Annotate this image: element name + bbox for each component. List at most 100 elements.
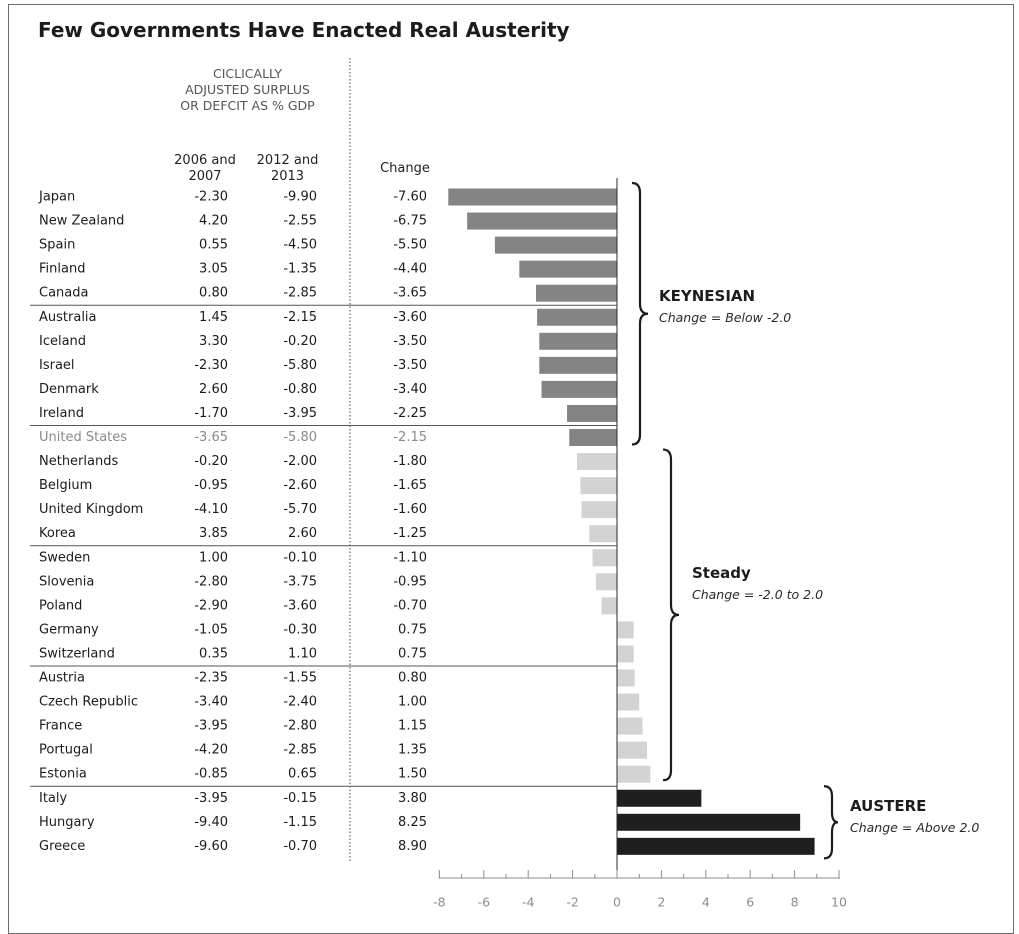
change-value: -1.80 (393, 454, 427, 469)
group-header-line-1: CICLICALLY (213, 66, 282, 81)
value-2006-2007: 0.80 (199, 286, 228, 301)
bar-keynesian (569, 429, 617, 446)
value-2012-2013: -0.80 (283, 382, 317, 397)
country-label: Ireland (39, 406, 84, 421)
x-tick-label: -4 (522, 895, 535, 910)
bar-austere (617, 789, 702, 807)
value-2006-2007: -2.90 (194, 598, 228, 613)
value-2012-2013: -3.75 (283, 574, 317, 589)
value-2012-2013: -2.15 (283, 310, 317, 325)
value-2012-2013: -0.10 (283, 550, 317, 565)
change-value: -0.70 (393, 598, 427, 613)
bar-steady (601, 597, 617, 615)
group-header: CICLICALLY ADJUSTED SURPLUS OR DEFCIT AS… (155, 66, 340, 114)
bar-austere (617, 813, 801, 831)
value-2006-2007: 1.00 (199, 550, 228, 565)
value-2006-2007: -3.95 (194, 791, 228, 806)
country-label: Czech Republic (39, 695, 138, 710)
value-2006-2007: -0.20 (194, 454, 228, 469)
value-2006-2007: -4.10 (194, 502, 228, 517)
x-tick-label: -6 (478, 895, 491, 910)
value-2012-2013: -3.95 (283, 406, 317, 421)
bar-steady (577, 453, 617, 471)
change-value: -3.50 (393, 334, 427, 349)
steady-title: Steady (692, 564, 751, 582)
value-2006-2007: -9.40 (194, 815, 228, 830)
change-value: -1.65 (393, 478, 427, 493)
value-2006-2007: -2.30 (194, 190, 228, 205)
bar-keynesian (541, 380, 617, 398)
value-2012-2013: 2.60 (288, 526, 317, 541)
change-value: -1.25 (393, 526, 427, 541)
value-2012-2013: 0.65 (288, 767, 317, 782)
bar-keynesian (494, 236, 617, 254)
country-label: Korea (39, 526, 76, 541)
value-2006-2007: -4.20 (194, 743, 228, 758)
country-label: Estonia (39, 767, 87, 782)
bar-steady (617, 645, 634, 663)
bar-steady (595, 573, 617, 591)
value-2012-2013: 1.10 (288, 646, 317, 661)
change-value: 8.25 (398, 815, 427, 830)
change-value: 0.75 (398, 646, 427, 661)
value-2006-2007: -1.05 (194, 622, 228, 637)
country-label: New Zealand (39, 214, 124, 229)
value-2006-2007: -1.70 (194, 406, 228, 421)
change-value: -3.65 (393, 286, 427, 301)
value-2012-2013: -1.55 (283, 671, 317, 686)
column-header-change: Change (380, 161, 430, 176)
value-2012-2013: -4.50 (283, 238, 317, 253)
steady-label: Steady Change = -2.0 to 2.0 (692, 564, 823, 602)
value-2012-2013: -0.30 (283, 622, 317, 637)
keynesian-title: KEYNESIAN (659, 287, 756, 305)
country-label: Germany (39, 622, 99, 637)
change-value: -3.50 (393, 358, 427, 373)
column-header-2012-line-2: 2013 (270, 169, 305, 184)
steady-subtitle: Change = -2.0 to 2.0 (692, 587, 824, 602)
x-tick-label: 0 (613, 895, 621, 910)
country-label: Hungary (39, 815, 95, 830)
value-2012-2013: -0.15 (283, 791, 317, 806)
value-2012-2013: -0.20 (283, 334, 317, 349)
change-value: -4.40 (393, 262, 427, 277)
change-value: -6.75 (393, 214, 427, 229)
group-header-line-2: ADJUSTED SURPLUS (185, 82, 310, 97)
x-tick-label: 2 (657, 895, 665, 910)
country-label: Belgium (39, 478, 92, 493)
column-header-2006-line-2: 2007 (188, 169, 222, 184)
value-2006-2007: 4.20 (199, 214, 228, 229)
change-value: -2.15 (393, 430, 427, 445)
country-label: France (39, 719, 82, 734)
country-label: United States (39, 430, 127, 445)
value-2006-2007: -2.35 (194, 671, 228, 686)
country-label: Spain (39, 238, 75, 253)
value-2012-2013: -2.55 (283, 214, 317, 229)
bar-keynesian (519, 260, 617, 278)
austere-brace (823, 785, 839, 860)
change-value: 1.15 (398, 719, 427, 734)
value-2006-2007: -0.85 (194, 767, 228, 782)
value-2012-2013: -1.35 (283, 262, 317, 277)
bar-keynesian (567, 404, 617, 422)
change-value: -1.60 (393, 502, 427, 517)
value-2012-2013: -2.85 (283, 743, 317, 758)
change-value: -5.50 (393, 238, 427, 253)
country-label: Netherlands (39, 454, 118, 469)
value-2006-2007: 3.30 (199, 334, 228, 349)
column-header-2006-2007: 2006 and 2007 (165, 153, 245, 185)
country-label: Denmark (39, 382, 99, 397)
country-label: Switzerland (39, 646, 115, 661)
country-label: Austria (39, 671, 85, 686)
change-value: -2.25 (393, 406, 427, 421)
value-2006-2007: -2.80 (194, 574, 228, 589)
value-2006-2007: 1.45 (199, 310, 228, 325)
chart-title: Few Governments Have Enacted Real Auster… (38, 18, 570, 42)
value-2006-2007: -3.40 (194, 695, 228, 710)
bar-keynesian (448, 188, 617, 206)
change-value: 1.35 (398, 743, 427, 758)
change-value: -0.95 (393, 574, 427, 589)
value-2012-2013: -2.40 (283, 695, 317, 710)
value-2012-2013: -1.15 (283, 815, 317, 830)
bar-steady (581, 501, 617, 519)
